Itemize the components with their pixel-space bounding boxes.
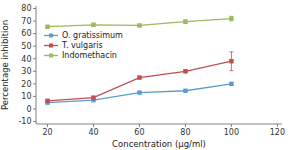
marker <box>183 19 187 23</box>
marker <box>91 23 95 27</box>
x-tick <box>93 124 94 127</box>
y-tick-label: -10 <box>18 117 31 126</box>
error-bar <box>183 20 187 24</box>
error-bar <box>229 16 233 21</box>
error-cap <box>229 70 233 71</box>
x-axis-line <box>36 124 282 125</box>
y-tick-label: 60 <box>21 29 31 38</box>
error-bar <box>45 25 49 28</box>
marker <box>45 25 49 29</box>
legend: O. gratissimumT. vulgarisIndomethacin <box>44 31 123 60</box>
series-line <box>47 61 231 101</box>
x-axis-label: Concentration (μg/ml) <box>112 139 206 149</box>
y-tick-label: 30 <box>21 67 31 76</box>
series-line <box>47 19 231 27</box>
x-tick <box>185 124 186 127</box>
x-tick <box>139 124 140 127</box>
y-tick <box>33 71 36 72</box>
y-tick <box>33 96 36 97</box>
x-tick-label: 100 <box>224 128 239 137</box>
series <box>45 16 233 29</box>
legend-label: Indomethacin <box>62 51 117 60</box>
error-bar <box>137 76 141 79</box>
error-bar <box>91 96 95 99</box>
legend-label: T. vulgaris <box>61 41 103 50</box>
series <box>45 82 233 105</box>
x-tick <box>47 124 48 127</box>
x-tick-label: 80 <box>180 128 190 137</box>
y-tick-label: 20 <box>21 80 31 89</box>
y-tick <box>33 46 36 47</box>
x-tick-label: 20 <box>42 128 52 137</box>
x-tick-label: 60 <box>134 128 144 137</box>
series-line <box>47 84 231 103</box>
marker <box>183 89 187 93</box>
marker <box>183 69 187 73</box>
y-tick <box>33 108 36 109</box>
y-tick-label: 50 <box>21 42 31 51</box>
marker <box>137 23 141 27</box>
y-tick <box>33 58 36 59</box>
y-axis-line <box>36 6 37 124</box>
y-tick <box>33 21 36 22</box>
plot-area <box>45 16 233 105</box>
series <box>45 52 233 103</box>
x-tick <box>231 124 232 127</box>
y-axis-label: Percentage inhibition <box>0 20 10 110</box>
legend-item: O. gratissimum <box>44 31 123 40</box>
y-tick <box>33 121 36 122</box>
marker <box>229 16 233 20</box>
error-bar <box>91 23 95 26</box>
legend-marker <box>49 34 53 38</box>
legend-marker <box>49 44 53 48</box>
chart: 20 40 60 80 100 120 -10 0 10 20 30 40 50 60 70 80 Concen… <box>0 0 292 150</box>
error-cap <box>229 51 233 52</box>
legend-item: Indomethacin <box>44 51 117 60</box>
error-bar <box>183 70 187 73</box>
y-tick <box>33 33 36 34</box>
y-tick-label: 70 <box>21 17 31 26</box>
marker <box>45 99 49 103</box>
marker <box>229 59 233 63</box>
x-tick-label: 120 <box>270 128 285 137</box>
marker <box>91 95 95 99</box>
legend-marker <box>49 54 53 58</box>
y-tick <box>33 83 36 84</box>
y-tick-label: 10 <box>21 92 31 101</box>
legend-label: O. gratissimum <box>62 31 123 40</box>
error-bar <box>229 52 233 71</box>
x-tick-label: 40 <box>88 128 98 137</box>
y-tick-label: 0 <box>26 105 31 114</box>
legend-item: T. vulgaris <box>44 41 103 50</box>
y-tick-label: 40 <box>21 55 31 64</box>
y-tick-label: 80 <box>21 4 31 13</box>
marker <box>137 75 141 79</box>
marker <box>229 82 233 86</box>
marker <box>137 90 141 94</box>
x-tick <box>277 124 278 127</box>
y-tick <box>33 8 36 9</box>
